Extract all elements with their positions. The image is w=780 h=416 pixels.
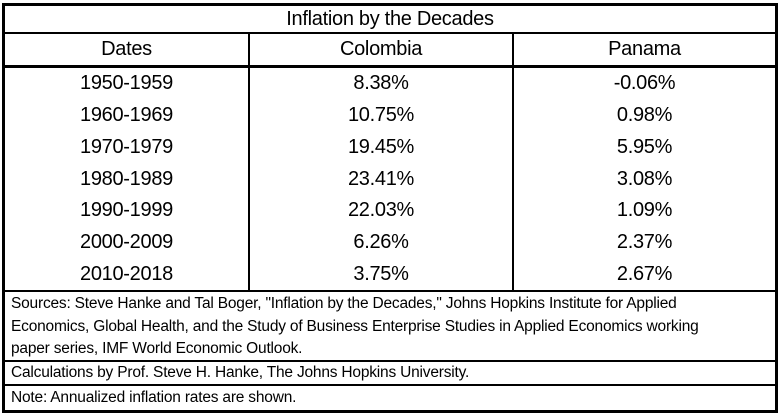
panama-value-cell: 5.95% [616,135,673,158]
colombia-value-cell: 22.03% [347,199,415,222]
panama-value-cell: 2.37% [616,230,673,253]
colombia-value-cell: 19.45% [347,135,415,158]
panama-value-cell: 1.09% [616,199,673,222]
dates-cell: 1980-1989 [80,167,173,190]
colombia-column: 8.38% 10.75% 19.45% 23.41% 22.03% 6.26% … [250,68,514,290]
calculations-note: Calculations by Prof. Steve H. Hanke, Th… [5,360,775,384]
dates-cell: 1970-1979 [80,135,173,158]
dates-column: 1950-1959 1960-1969 1970-1979 1980-1989 … [5,68,250,290]
table-header-row: Dates Colombia Panama [5,34,775,68]
table-body: 1950-1959 1960-1969 1970-1979 1980-1989 … [5,68,775,290]
panama-value-cell: 2.67% [616,262,673,285]
sources-note-line: paper series, IMF World Economic Outlook… [11,340,303,357]
colombia-value-cell: 23.41% [347,167,415,190]
sources-note-line: Economics, Global Health, and the Study … [11,317,699,335]
panama-value-cell: 3.08% [616,167,673,190]
sources-note: Sources: Steve Hanke and Tal Boger, "Inf… [5,290,775,360]
table-title: Inflation by the Decades [5,6,775,34]
dates-cell: 2010-2018 [80,262,173,285]
colombia-value-cell: 3.75% [353,262,409,285]
colombia-value-cell: 8.38% [353,72,409,95]
panama-value-cell: -0.06% [613,72,676,95]
dates-cell: 1950-1959 [80,72,173,95]
column-header-dates: Dates [5,34,250,65]
column-header-colombia: Colombia [250,34,514,65]
panama-column: -0.06% 0.98% 5.95% 3.08% 1.09% 2.37% 2.6… [514,68,775,290]
annualized-note: Note: Annualized inflation rates are sho… [5,384,775,410]
dates-cell: 1990-1999 [80,199,173,222]
sources-note-line: Sources: Steve Hanke and Tal Boger, "Inf… [11,295,677,312]
inflation-table: Inflation by the Decades Dates Colombia … [2,3,778,413]
column-header-panama: Panama [608,38,681,60]
colombia-value-cell: 6.26% [353,230,409,253]
colombia-value-cell: 10.75% [347,104,415,127]
panama-value-cell: 0.98% [616,104,673,127]
dates-cell: 1960-1969 [80,104,173,127]
dates-cell: 2000-2009 [80,230,173,253]
